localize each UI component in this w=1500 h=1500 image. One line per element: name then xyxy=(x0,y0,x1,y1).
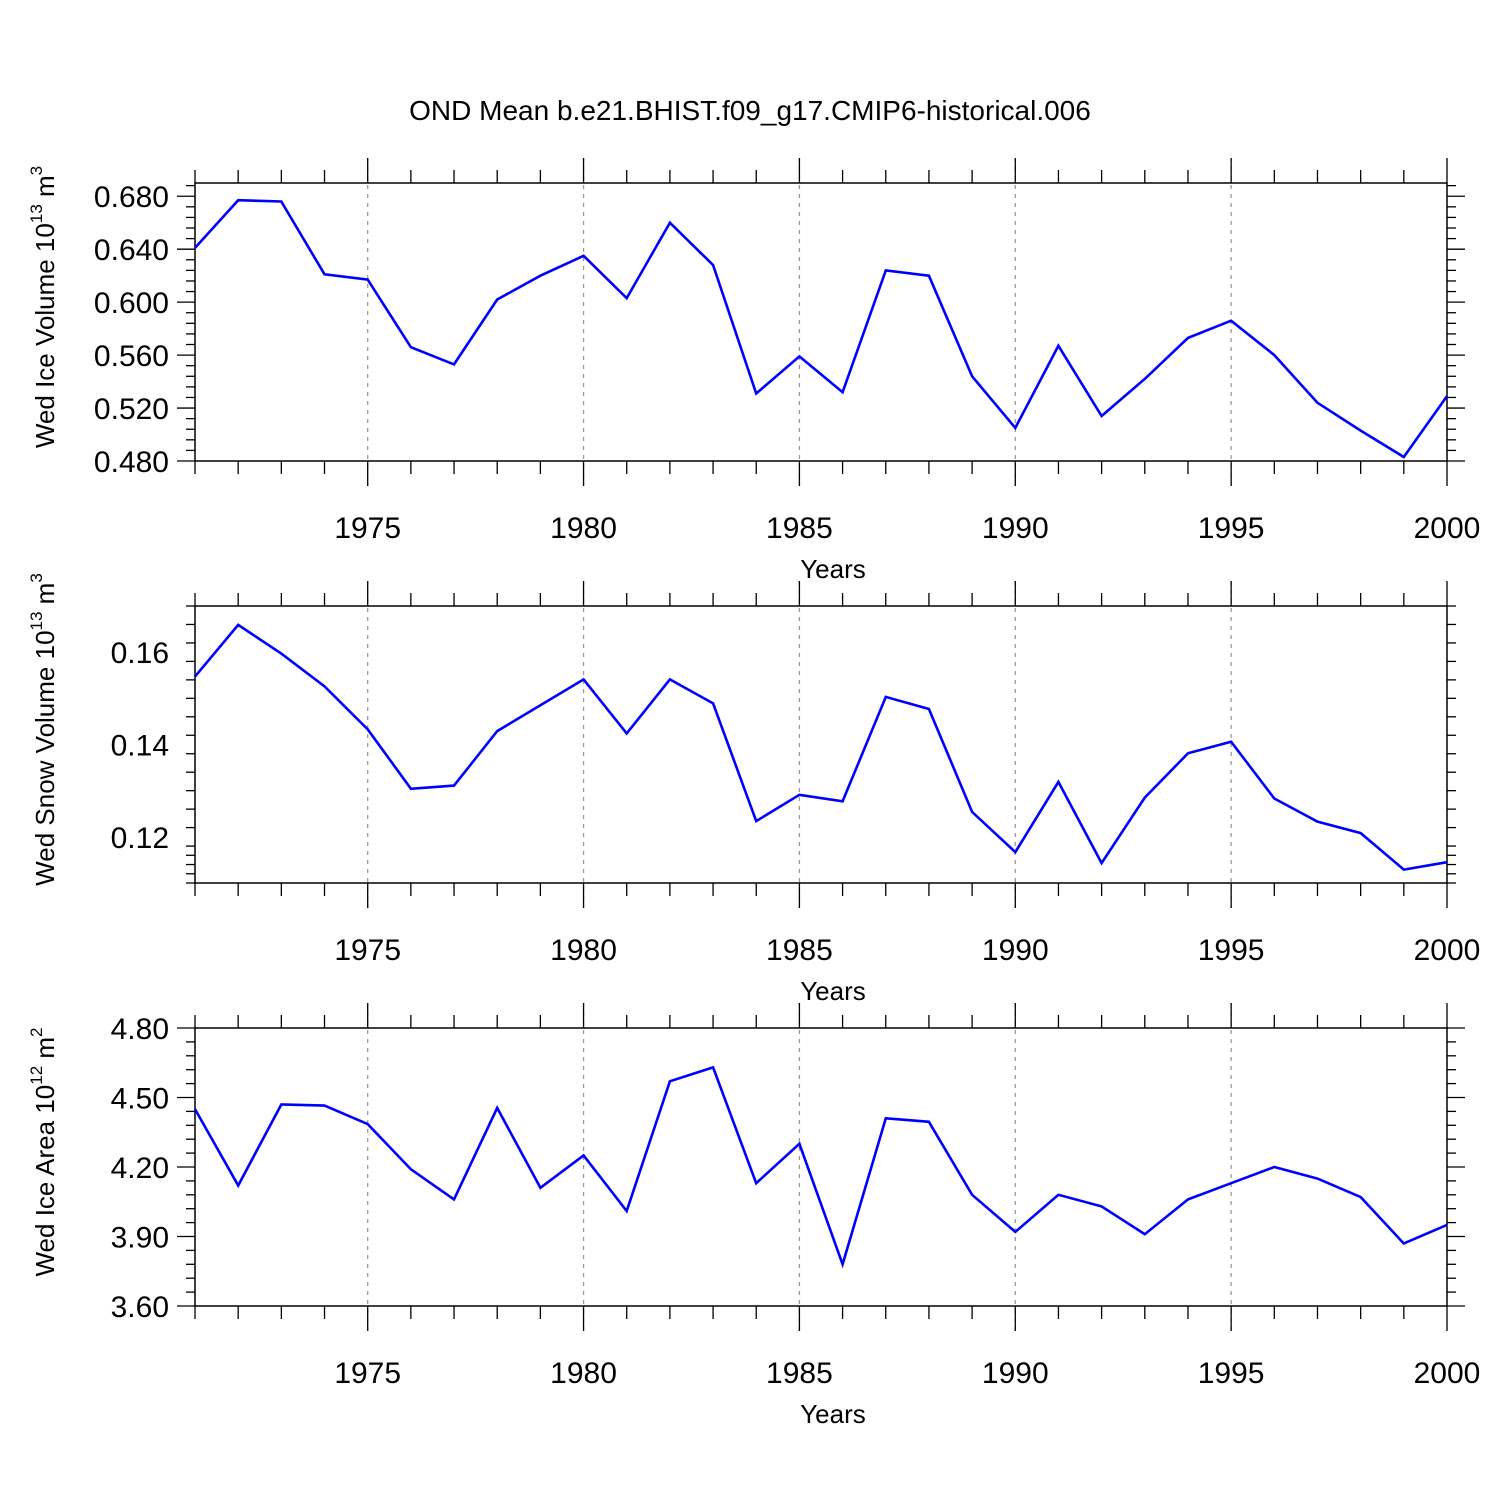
y-tick-label: 3.90 xyxy=(111,1222,169,1255)
y-tick-label: 0.600 xyxy=(94,287,169,320)
y-tick-label: 4.80 xyxy=(111,1013,169,1046)
panel-1: 0.480 0.520 0.560 0.600 0.640 0.680 1975 1980 19… xyxy=(27,158,1480,584)
x-tick-label: 2000 xyxy=(1414,934,1481,967)
x-tick-label: 1995 xyxy=(1198,934,1265,967)
y-tick-label: 4.50 xyxy=(111,1083,169,1116)
x-tick-label: 1980 xyxy=(550,1357,617,1390)
y-tick-label: 0.16 xyxy=(111,637,169,670)
series-line xyxy=(193,1065,1448,1269)
x-tick-label: 1990 xyxy=(982,934,1049,967)
y-axis-title: Wed Ice Volume 1013 m3 xyxy=(27,166,60,448)
plot-frame xyxy=(194,605,1448,884)
x-tick-label: 1975 xyxy=(334,1357,401,1390)
y-axis-title: Wed Snow Volume 1013 m3 xyxy=(27,573,60,886)
y-tick-label: 3.60 xyxy=(111,1291,169,1324)
x-tick-label: 1980 xyxy=(550,512,617,545)
x-tick-label: 2000 xyxy=(1414,1357,1481,1390)
y-tick-label: 0.480 xyxy=(94,446,169,479)
plot-frame xyxy=(194,1027,1448,1307)
y-tick-label: 0.14 xyxy=(111,730,169,763)
series-line xyxy=(194,198,1449,459)
y-tick-label: 0.560 xyxy=(94,340,169,373)
y-tick-label: 0.12 xyxy=(111,822,169,855)
y-axis-title: Wed Ice Area 1012 m2 xyxy=(27,1027,60,1276)
y-tick-label: 0.520 xyxy=(94,393,169,426)
x-tick-label: 1975 xyxy=(334,512,401,545)
y-tick-label: 0.640 xyxy=(94,234,169,267)
panel-3: 3.60 3.90 4.20 4.50 4.80 1975 1980 1985 1990 1995… xyxy=(27,1003,1480,1429)
figure-title: OND Mean b.e21.BHIST.f09_g17.CMIP6-histo… xyxy=(409,95,1091,126)
x-tick-label: 1980 xyxy=(550,934,617,967)
x-axis-title: Years xyxy=(800,554,866,584)
panel-2: 0.12 0.14 0.16 1975 1980 1985 1990 1995 2000 Year… xyxy=(27,573,1480,1006)
x-tick-label: 1990 xyxy=(982,1357,1049,1390)
x-tick-label: 2000 xyxy=(1414,512,1481,545)
x-tick-label: 1985 xyxy=(766,934,833,967)
plot-frame xyxy=(194,182,1448,462)
x-tick-label: 1975 xyxy=(334,934,401,967)
x-tick-label: 1985 xyxy=(766,512,833,545)
y-tick-label: 4.20 xyxy=(111,1152,169,1185)
x-tick-label: 1990 xyxy=(982,512,1049,545)
y-tick-label: 0.680 xyxy=(94,181,169,214)
x-axis-title: Years xyxy=(800,1399,866,1429)
x-tick-label: 1985 xyxy=(766,1357,833,1390)
x-tick-label: 1995 xyxy=(1198,512,1265,545)
x-axis-title: Years xyxy=(800,976,866,1006)
panels: 0.480 0.520 0.560 0.600 0.640 0.680 1975 1980 19… xyxy=(27,158,1480,1429)
x-tick-label: 1995 xyxy=(1198,1357,1265,1390)
series-line xyxy=(194,623,1448,871)
